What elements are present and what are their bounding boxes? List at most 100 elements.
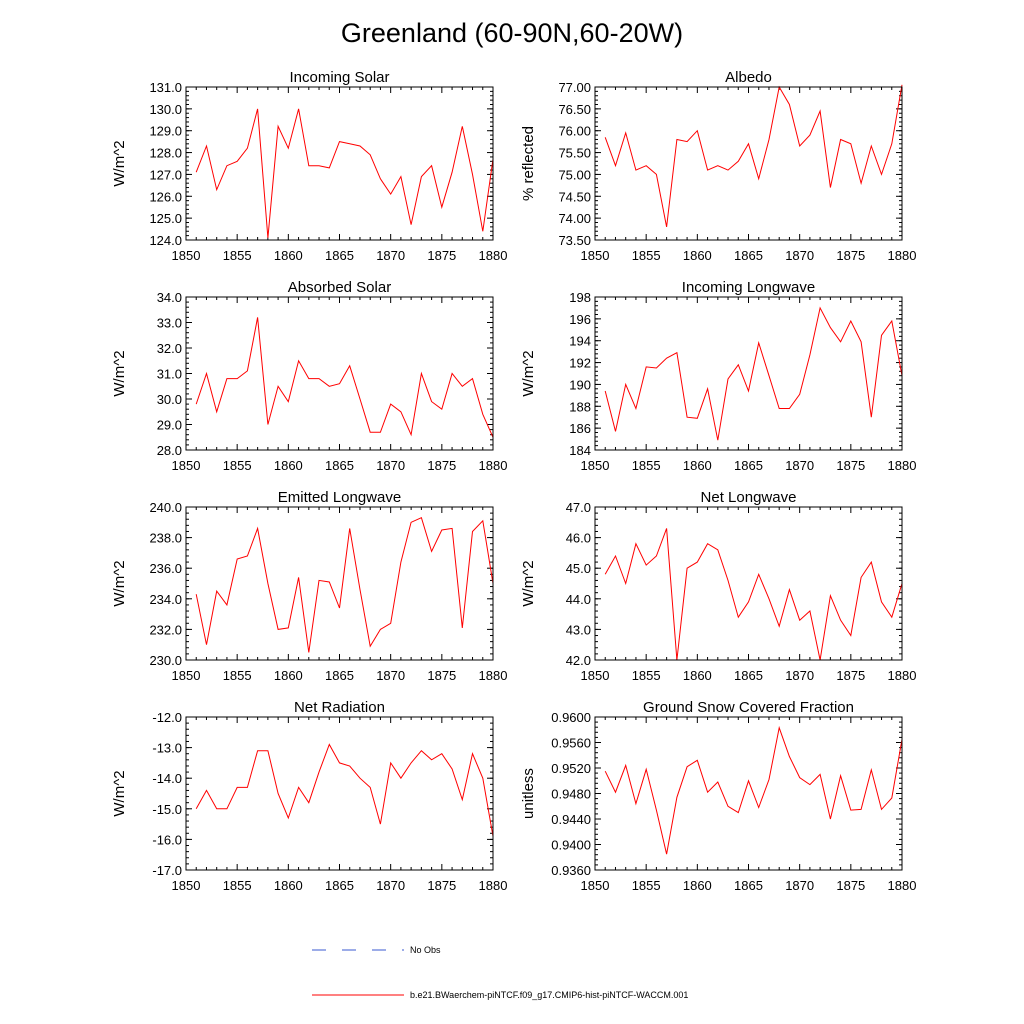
y-tick-label: 73.50 xyxy=(558,233,591,248)
chart-title: Ground Snow Covered Fraction xyxy=(643,699,854,716)
panels-container: Incoming Solar W/m^2 1850 1855 1860 1865 1870 1… xyxy=(111,69,916,893)
x-tick-label: 1870 xyxy=(785,668,814,683)
chart-panel: Ground Snow Covered Fraction unitless 1850… xyxy=(520,699,916,893)
chart-panel: Net Longwave W/m^2 1850 1855 1860 1865 1870 187… xyxy=(520,489,916,683)
y-tick-label: 230.0 xyxy=(149,653,182,668)
y-tick-label: -17.0 xyxy=(152,863,182,878)
x-tick-label: 1850 xyxy=(172,878,201,893)
y-tick-label: 34.0 xyxy=(157,290,182,305)
series-line xyxy=(604,528,903,661)
chart-panel: Incoming Longwave W/m^2 1850 1855 1860 1865 18… xyxy=(520,279,916,473)
x-tick-label: 1855 xyxy=(223,878,252,893)
plot-frame xyxy=(185,506,494,661)
y-tick-label: 0.9400 xyxy=(551,838,591,853)
y-tick-label: 0.9600 xyxy=(551,710,591,725)
chart-title: Absorbed Solar xyxy=(288,279,391,296)
legend-obs-label: No Obs xyxy=(410,945,441,955)
y-tick-label: 28.0 xyxy=(157,443,182,458)
x-tick-label: 1855 xyxy=(223,668,252,683)
plot-frame xyxy=(594,506,903,661)
plot-frame xyxy=(594,86,903,241)
chart-panel: Emitted Longwave W/m^2 1850 1855 1860 1865 187… xyxy=(111,489,507,683)
plot-frame xyxy=(185,716,494,871)
y-tick-label: 0.9480 xyxy=(551,787,591,802)
x-tick-label: 1870 xyxy=(785,248,814,263)
series-line xyxy=(604,725,903,855)
chart-title: Incoming Longwave xyxy=(682,279,815,296)
y-tick-label: 32.0 xyxy=(157,341,182,356)
y-tick-label: 194 xyxy=(569,334,591,349)
y-tick-label: 43.0 xyxy=(566,622,591,637)
y-tick-label: 238.0 xyxy=(149,531,182,546)
x-tick-label: 1860 xyxy=(683,248,712,263)
x-tick-label: 1850 xyxy=(581,878,610,893)
x-tick-label: 1850 xyxy=(581,248,610,263)
series-line xyxy=(604,306,903,441)
x-tick-label: 1880 xyxy=(479,248,508,263)
x-tick-label: 1855 xyxy=(223,458,252,473)
x-tick-label: 1880 xyxy=(888,458,917,473)
series-line xyxy=(195,317,494,438)
y-tick-label: 240.0 xyxy=(149,500,182,515)
series-line xyxy=(195,517,494,653)
y-axis-label: W/m^2 xyxy=(111,140,128,186)
x-tick-label: 1860 xyxy=(683,668,712,683)
y-tick-label: 75.00 xyxy=(558,167,591,182)
y-tick-label: 127.0 xyxy=(149,167,182,182)
x-tick-label: 1875 xyxy=(836,458,865,473)
plot-frame xyxy=(594,296,903,451)
x-tick-label: 1875 xyxy=(427,878,456,893)
x-tick-label: 1850 xyxy=(172,248,201,263)
x-tick-label: 1875 xyxy=(427,668,456,683)
x-tick-label: 1880 xyxy=(479,878,508,893)
chart-title: Net Radiation xyxy=(294,699,385,716)
x-tick-label: 1865 xyxy=(325,248,354,263)
plot-frame xyxy=(185,296,494,451)
x-tick-label: 1855 xyxy=(632,248,661,263)
x-tick-label: 1860 xyxy=(274,458,303,473)
y-tick-label: 30.0 xyxy=(157,392,182,407)
chart-title: Emitted Longwave xyxy=(278,489,401,506)
x-tick-label: 1880 xyxy=(888,248,917,263)
y-tick-label: 234.0 xyxy=(149,592,182,607)
y-axis-label: unitless xyxy=(520,768,537,819)
y-tick-label: 76.00 xyxy=(558,124,591,139)
y-tick-label: 128.0 xyxy=(149,146,182,161)
x-tick-label: 1850 xyxy=(172,458,201,473)
y-tick-label: 126.0 xyxy=(149,189,182,204)
x-tick-label: 1850 xyxy=(172,668,201,683)
x-tick-label: 1860 xyxy=(274,878,303,893)
y-tick-label: 129.0 xyxy=(149,124,182,139)
chart-title: Albedo xyxy=(725,69,772,86)
y-tick-label: 76.50 xyxy=(558,102,591,117)
y-tick-label: 192 xyxy=(569,356,591,371)
x-tick-label: 1865 xyxy=(734,668,763,683)
x-tick-label: 1870 xyxy=(376,248,405,263)
y-tick-label: 31.0 xyxy=(157,367,182,382)
series-line xyxy=(195,108,494,238)
y-tick-label: 130.0 xyxy=(149,102,182,117)
x-tick-label: 1870 xyxy=(785,458,814,473)
y-tick-label: 45.0 xyxy=(566,561,591,576)
y-tick-label: -13.0 xyxy=(152,741,182,756)
legend-model-label: b.e21.BWaerchem-piNTCF.f09_g17.CMIP6-his… xyxy=(410,990,688,1000)
x-tick-label: 1870 xyxy=(376,668,405,683)
y-tick-label: 190 xyxy=(569,377,591,392)
x-tick-label: 1875 xyxy=(427,248,456,263)
y-tick-label: 236.0 xyxy=(149,561,182,576)
y-tick-label: 188 xyxy=(569,399,591,414)
x-tick-label: 1865 xyxy=(325,458,354,473)
x-tick-label: 1855 xyxy=(632,668,661,683)
x-tick-label: 1870 xyxy=(376,878,405,893)
y-tick-label: 46.0 xyxy=(566,531,591,546)
y-tick-label: 77.00 xyxy=(558,80,591,95)
y-tick-label: 125.0 xyxy=(149,211,182,226)
plot-frame xyxy=(594,716,903,871)
y-tick-label: 198 xyxy=(569,290,591,305)
y-axis-label: W/m^2 xyxy=(111,770,128,816)
y-tick-label: 186 xyxy=(569,421,591,436)
y-tick-label: 75.50 xyxy=(558,146,591,161)
y-tick-label: 33.0 xyxy=(157,316,182,331)
y-tick-label: 0.9560 xyxy=(551,736,591,751)
